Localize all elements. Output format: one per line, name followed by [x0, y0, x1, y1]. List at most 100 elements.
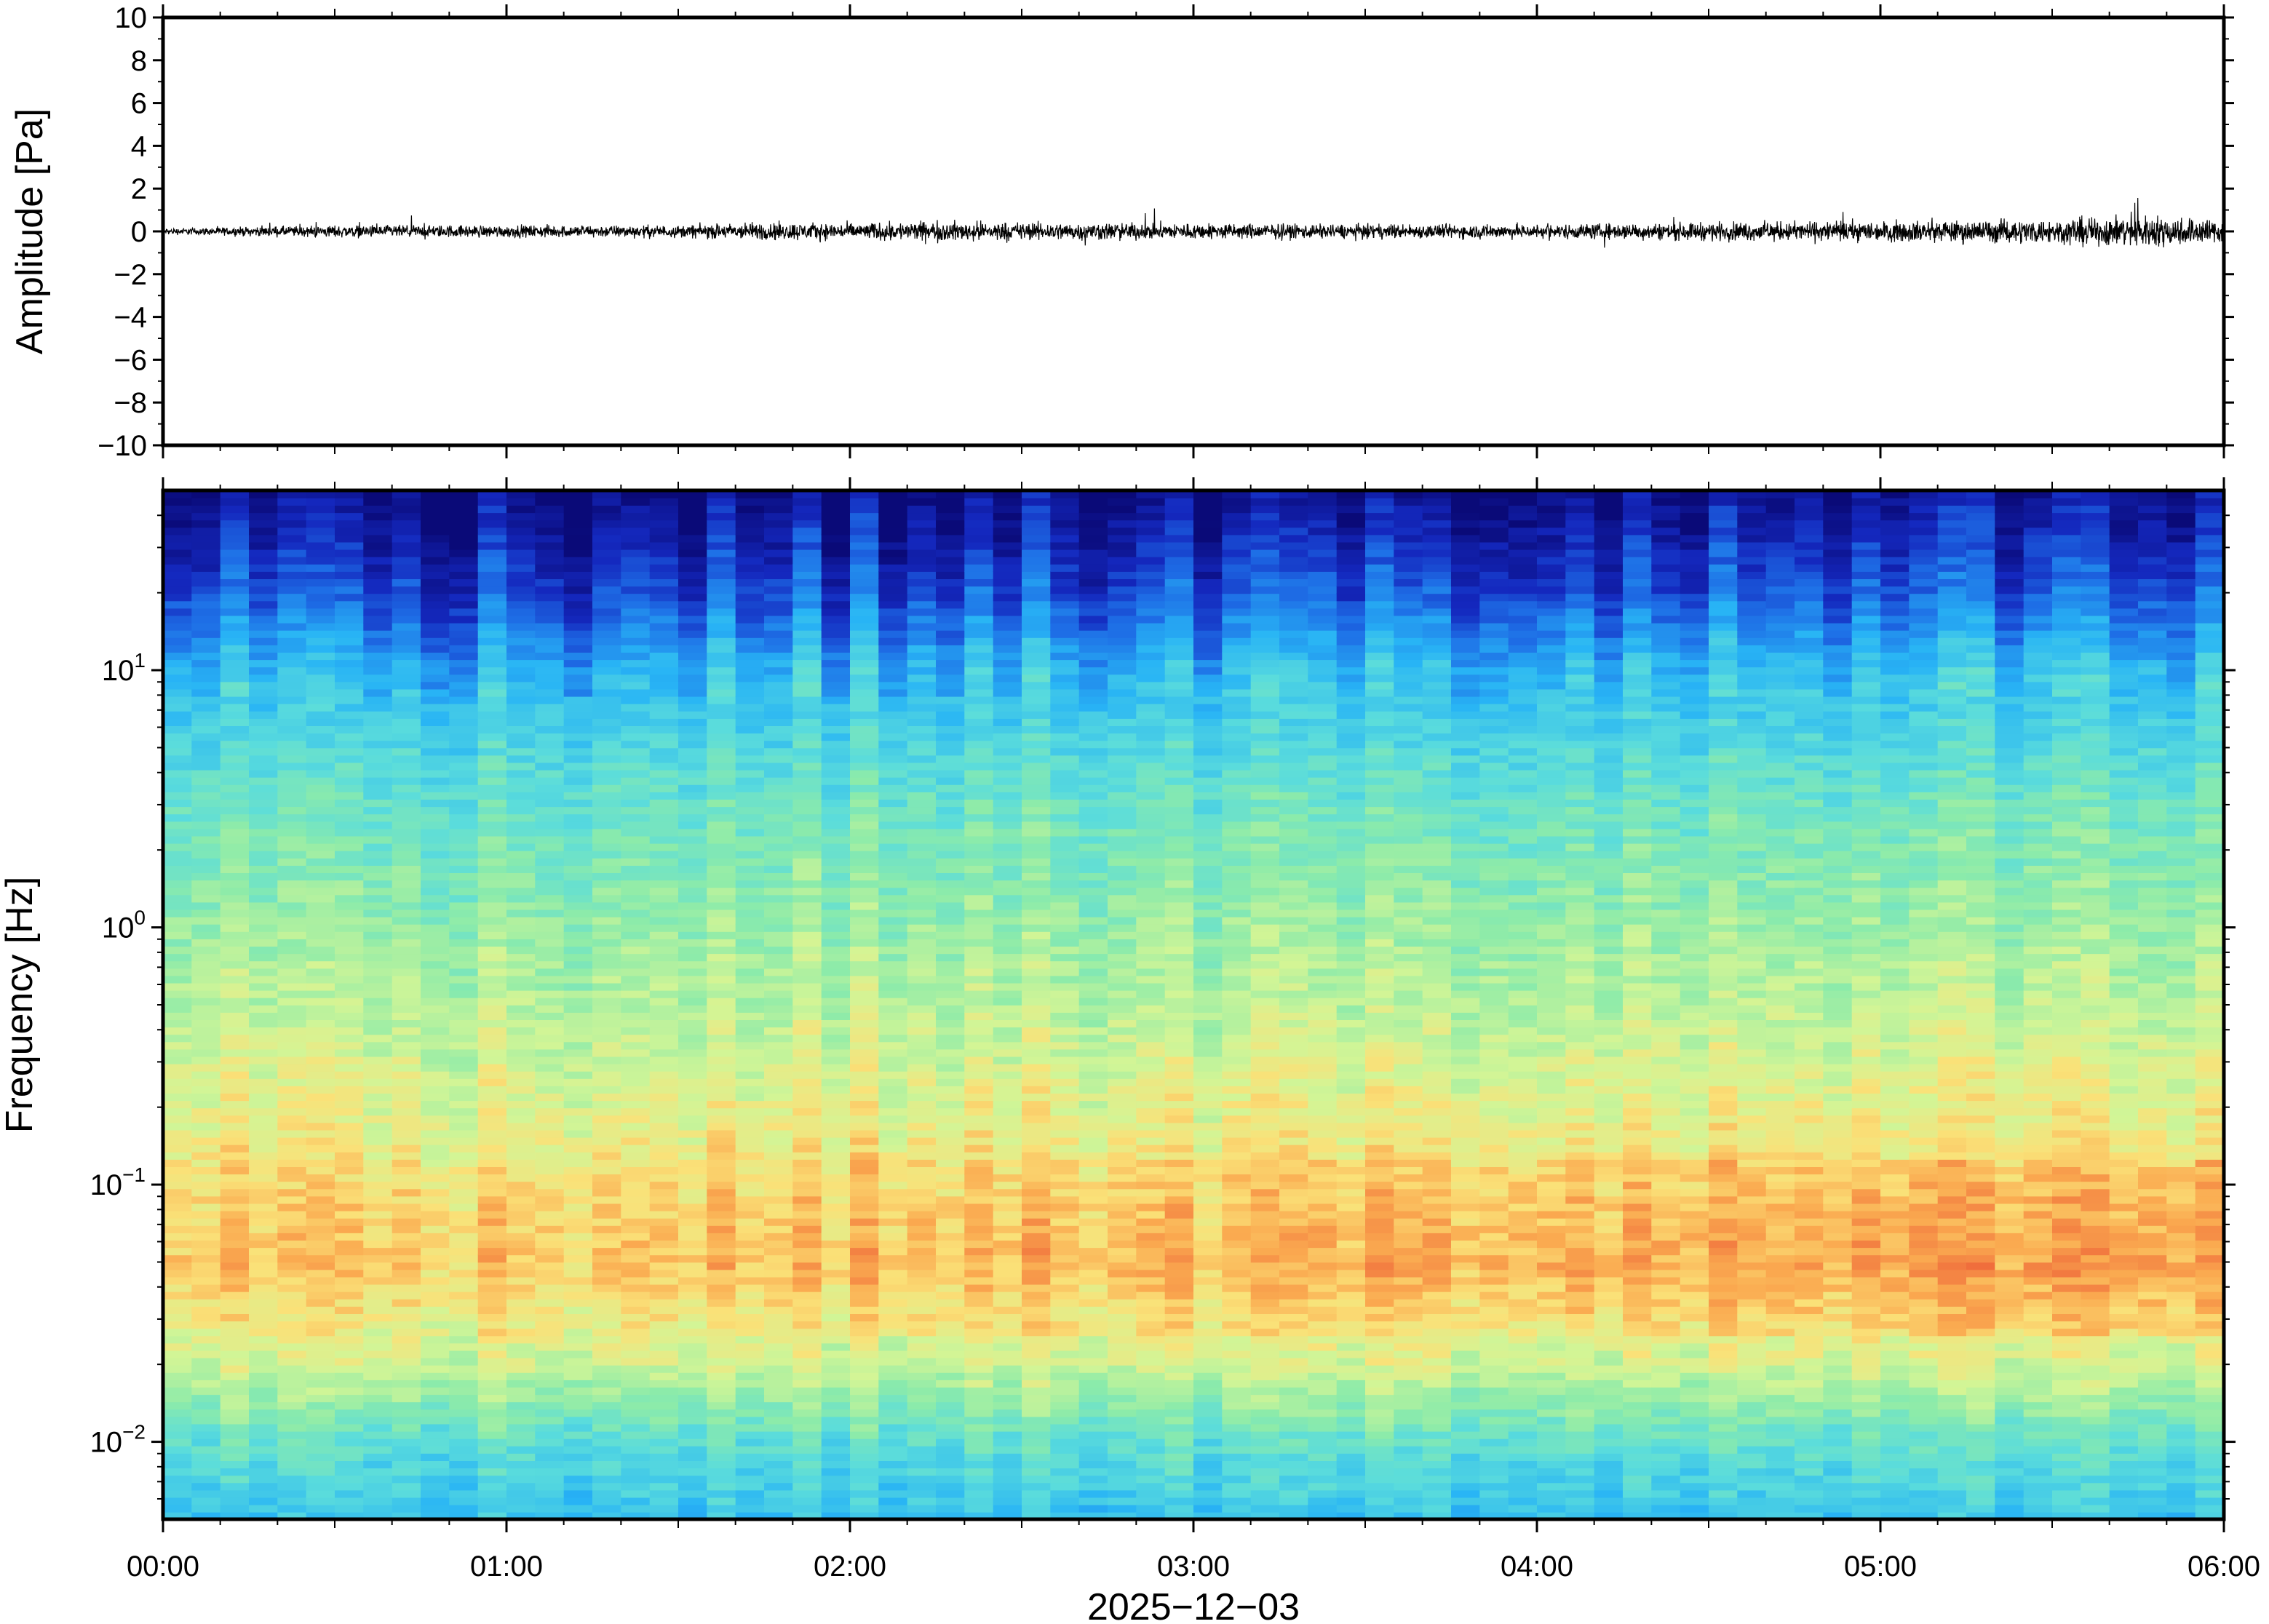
spectrogram-cell: [392, 1357, 421, 1366]
spectrogram-cell: [850, 593, 880, 602]
spectrogram-cell: [563, 784, 593, 792]
spectrogram-cell: [1078, 505, 1108, 514]
spectrogram-cell: [621, 953, 651, 962]
spectrogram-cell: [707, 1240, 736, 1249]
spectrogram-cell: [621, 1276, 651, 1285]
spectrogram-cell: [907, 1203, 937, 1211]
spectrogram-cell: [191, 696, 221, 704]
spectrogram-cell: [220, 1423, 250, 1432]
spectrogram-cell: [220, 512, 250, 521]
spectrogram-cell: [621, 1423, 651, 1432]
spectrogram-cell: [163, 894, 193, 903]
spectrogram-cell: [878, 645, 908, 653]
spectrogram-cell: [621, 637, 651, 645]
spectrogram-cell: [735, 887, 765, 896]
spectrogram-cell: [764, 593, 794, 602]
spectrogram-cell: [1108, 1401, 1137, 1410]
spectrogram-cell: [220, 1350, 250, 1358]
spectrogram-cell: [993, 1181, 1022, 1190]
spectrogram-cell: [1108, 696, 1137, 704]
spectrogram-cell: [907, 901, 937, 910]
spectrogram-cell: [621, 688, 651, 697]
spectrogram-cell: [907, 755, 937, 763]
spectrogram-cell: [964, 1283, 994, 1292]
spectrogram-cell: [449, 1497, 479, 1505]
spectrogram-cell: [191, 1070, 221, 1079]
spectrogram-cell: [678, 1423, 708, 1432]
spectrogram-cell: [678, 1394, 708, 1403]
spectrogram-cell: [936, 498, 966, 506]
spectrogram-cell: [449, 1019, 479, 1028]
spectrogram-cell: [735, 1497, 765, 1505]
spectrogram-cell: [964, 1291, 994, 1299]
spectrogram-cell: [1136, 1225, 1166, 1233]
spectrogram-cell: [993, 762, 1022, 771]
spectrogram-cell: [363, 703, 393, 712]
spectrogram-cell: [735, 1482, 765, 1491]
spectrogram-cell: [449, 608, 479, 616]
spectrogram-cell: [449, 1446, 479, 1454]
spectrogram-cell: [220, 696, 250, 704]
spectrogram-cell: [1050, 923, 1080, 932]
spectrogram-cell: [964, 498, 994, 506]
spectrogram-cell: [506, 733, 536, 741]
spectrogram-cell: [563, 1453, 593, 1461]
spectrogram-cell: [1078, 901, 1108, 910]
spectrogram-cell: [878, 527, 908, 536]
spectrogram-cell: [335, 1306, 365, 1314]
spectrogram-cell: [735, 608, 765, 616]
spectrogram-cell: [477, 843, 507, 851]
spectrogram-cell: [792, 1107, 822, 1116]
spectrogram-cell: [735, 645, 765, 653]
spectrogram-cell: [220, 718, 250, 726]
spectrogram-cell: [335, 527, 365, 536]
spectrogram-cell: [335, 1342, 365, 1351]
spectrogram-cell: [306, 1453, 335, 1461]
spectrogram-cell: [621, 982, 651, 991]
spectrogram-cell: [1050, 835, 1080, 844]
spectrogram-cell: [163, 740, 193, 749]
spectrogram-cell: [964, 806, 994, 815]
spectrogram-cell: [421, 556, 450, 565]
spectrogram-cell: [1078, 681, 1108, 690]
spectrogram-cell: [907, 608, 937, 616]
spectrogram-cell: [477, 923, 507, 932]
spectrogram-cell: [1022, 564, 1052, 572]
spectrogram-cell: [363, 1321, 393, 1329]
spectrogram-cell: [506, 901, 536, 910]
spectrogram-cell: [707, 541, 736, 550]
spectrogram-cell: [878, 571, 908, 579]
spectrogram-cell: [563, 681, 593, 690]
spectrogram-cell: [621, 1475, 651, 1484]
spectrogram-cell: [821, 1174, 851, 1182]
spectrogram-cell: [964, 1107, 994, 1116]
spectrogram-cell: [649, 674, 679, 682]
spectrogram-cell: [1136, 953, 1166, 962]
spectrogram-cell: [1136, 1497, 1166, 1505]
spectrogram-cell: [335, 534, 365, 543]
spectrogram-cell: [249, 1460, 279, 1469]
spectrogram-cell: [277, 1027, 307, 1035]
spectrogram-cell: [678, 498, 708, 506]
spectrogram-cell: [592, 1203, 622, 1211]
spectrogram-cell: [1050, 1019, 1080, 1028]
spectrogram-cell: [335, 740, 365, 749]
spectrogram-cell: [964, 1174, 994, 1182]
spectrogram-cell: [363, 850, 393, 859]
spectrogram-cell: [907, 1086, 937, 1094]
spectrogram-cell: [964, 858, 994, 866]
spectrogram-cell: [592, 1460, 622, 1469]
spectrogram-cell: [191, 1144, 221, 1153]
spectrogram-cell: [792, 1453, 822, 1461]
spectrogram-cell: [392, 1122, 421, 1131]
spectrogram-cell: [277, 1438, 307, 1446]
spectrogram-cell: [792, 733, 822, 741]
spectrogram-cell: [249, 1225, 279, 1233]
spectrogram-cell: [964, 982, 994, 991]
spectrogram-cell: [1108, 1446, 1137, 1454]
spectrogram-cell: [993, 821, 1022, 829]
spectrogram-cell: [249, 1357, 279, 1366]
spectrogram-cell: [335, 1159, 365, 1167]
spectrogram-cell: [477, 1276, 507, 1285]
spectrogram-cell: [707, 1093, 736, 1102]
